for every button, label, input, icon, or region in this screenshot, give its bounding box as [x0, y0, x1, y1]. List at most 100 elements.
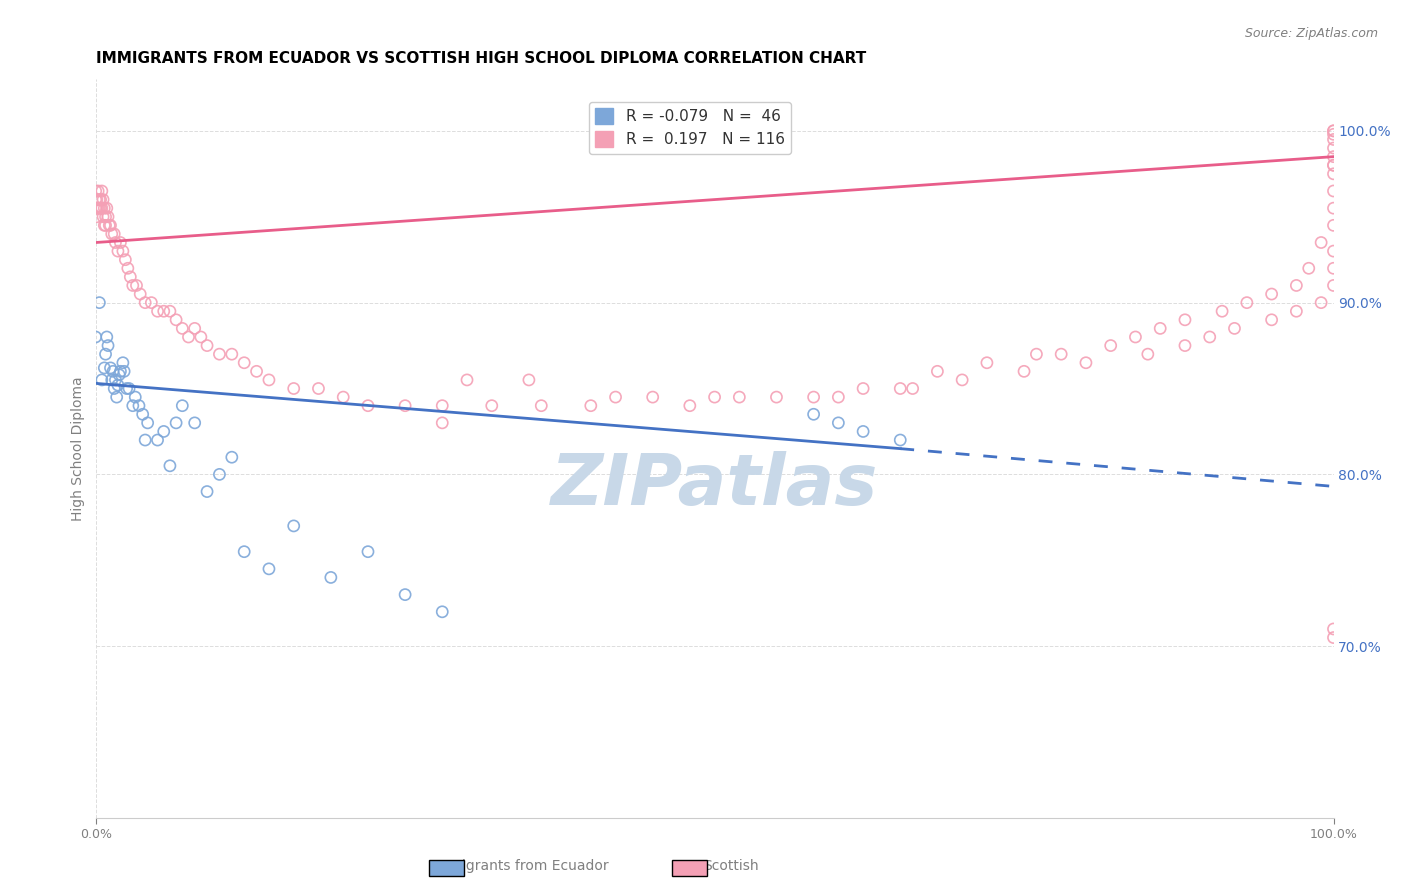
Point [332, 390, 354, 404]
Point [101, 364, 124, 378]
Point [108, 368, 131, 382]
Point [308, 382, 330, 396]
Point [152, 425, 174, 439]
Point [111, 356, 134, 370]
Point [121, 278, 143, 293]
Point [1298, 261, 1320, 276]
Point [91, 210, 114, 224]
Point [221, 347, 243, 361]
Point [1322, 167, 1344, 181]
Point [1285, 278, 1308, 293]
Point [107, 244, 129, 259]
Point [1322, 631, 1344, 645]
Point [827, 416, 849, 430]
Point [84, 184, 107, 198]
Point [1260, 313, 1282, 327]
Point [1322, 124, 1344, 138]
Point [104, 373, 127, 387]
Point [94, 219, 117, 233]
Point [1322, 278, 1344, 293]
Point [432, 416, 454, 430]
Point [120, 269, 142, 284]
Point [1223, 321, 1246, 335]
Point [703, 390, 725, 404]
Point [87, 201, 110, 215]
Point [86, 210, 108, 224]
Point [1322, 158, 1344, 172]
Point [1012, 364, 1035, 378]
Point [89, 295, 111, 310]
Point [96, 201, 118, 215]
Point [432, 605, 454, 619]
Point [827, 390, 849, 404]
Point [90, 201, 112, 215]
Point [803, 390, 825, 404]
Point [141, 295, 163, 310]
Point [901, 382, 924, 396]
Point [1149, 321, 1171, 335]
Point [1322, 201, 1344, 215]
Point [100, 360, 122, 375]
Point [100, 373, 122, 387]
Point [1322, 128, 1344, 142]
Point [89, 201, 111, 215]
Point [87, 184, 110, 198]
Y-axis label: High School Diploma: High School Diploma [72, 376, 86, 521]
Point [1322, 219, 1344, 233]
Point [1310, 295, 1333, 310]
Text: Scottish: Scottish [703, 859, 759, 872]
Point [394, 399, 416, 413]
Text: Source: ZipAtlas.com: Source: ZipAtlas.com [1244, 27, 1378, 40]
Point [134, 433, 156, 447]
Point [165, 313, 187, 327]
Point [1136, 347, 1159, 361]
Point [159, 304, 181, 318]
Point [183, 321, 205, 335]
Point [579, 399, 602, 413]
Point [100, 227, 122, 241]
Point [110, 364, 132, 378]
Point [97, 210, 120, 224]
Point [90, 373, 112, 387]
Point [803, 407, 825, 421]
Point [357, 399, 380, 413]
Point [103, 382, 125, 396]
Point [129, 287, 152, 301]
Point [208, 347, 231, 361]
Point [104, 235, 127, 250]
Point [728, 390, 751, 404]
Point [96, 330, 118, 344]
Point [208, 467, 231, 482]
Point [1322, 124, 1344, 138]
Point [852, 382, 875, 396]
Point [183, 416, 205, 430]
Point [136, 416, 159, 430]
Point [1322, 150, 1344, 164]
Point [852, 425, 875, 439]
Point [1211, 304, 1233, 318]
Text: ZIPatlas: ZIPatlas [551, 451, 879, 520]
Point [1174, 313, 1197, 327]
Point [1074, 356, 1097, 370]
Point [319, 570, 342, 584]
Point [432, 399, 454, 413]
Point [93, 201, 115, 215]
Point [257, 373, 280, 387]
Point [1322, 261, 1344, 276]
Point [89, 193, 111, 207]
Point [679, 399, 702, 413]
Point [357, 544, 380, 558]
Point [117, 261, 139, 276]
Point [195, 484, 218, 499]
Point [90, 201, 112, 215]
Point [1050, 347, 1073, 361]
Point [172, 321, 194, 335]
Point [94, 347, 117, 361]
Point [605, 390, 627, 404]
Point [94, 210, 117, 224]
Point [1285, 304, 1308, 318]
Point [394, 588, 416, 602]
Point [125, 278, 148, 293]
Point [1099, 338, 1122, 352]
Point [128, 399, 150, 413]
